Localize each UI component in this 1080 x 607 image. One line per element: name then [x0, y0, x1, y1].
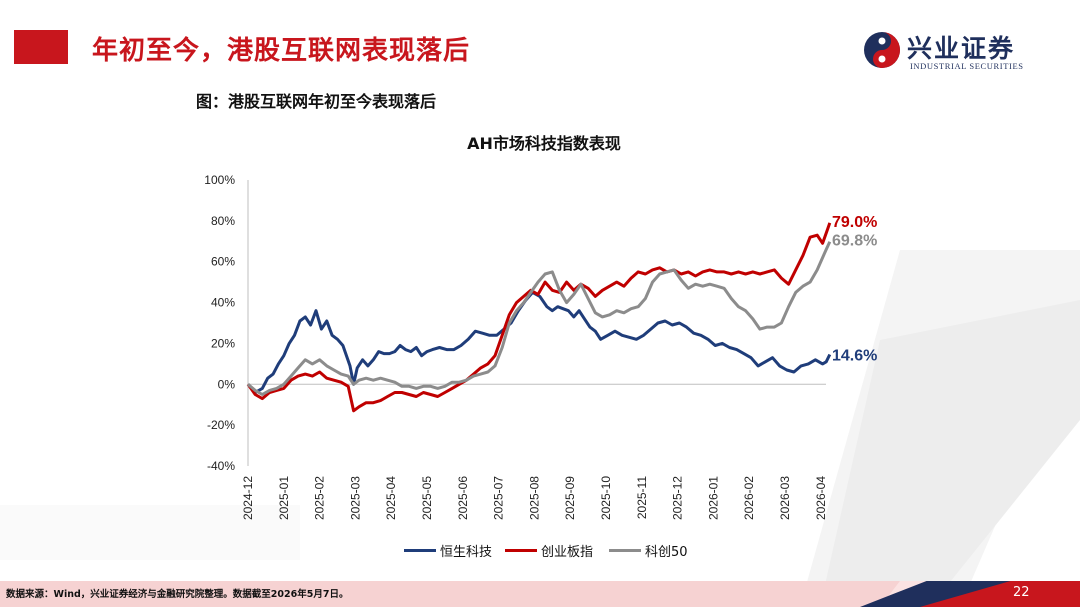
y-tick-label: 60%	[211, 255, 235, 269]
y-tick-label: 0%	[218, 377, 236, 391]
y-tick-label: -20%	[207, 418, 235, 432]
page-title: 年初至今，港股互联网表现落后	[92, 36, 471, 66]
y-tick-label: 80%	[211, 214, 235, 228]
x-tick-label: 2025-06	[456, 476, 470, 520]
y-axis: 100% 80% 60% 40% 20% 0% -20% -40%	[204, 173, 249, 473]
x-tick-label: 2025-08	[527, 476, 541, 520]
y-tick-label: -40%	[207, 459, 235, 473]
x-tick-label: 2026-02	[742, 476, 756, 520]
company-logo: 兴业证券 INDUSTRIAL SECURITIES	[862, 28, 1052, 74]
page-number: 22	[1013, 585, 1030, 600]
end-label: 14.6%	[832, 347, 877, 364]
legend-label: 恒生科技	[440, 544, 493, 560]
logo-emblem-icon	[864, 32, 900, 68]
figure-label: 图：港股互联网年初至今表现落后	[196, 92, 437, 111]
title-accent-block	[14, 30, 68, 64]
chart-title: AH市场科技指数表现	[0, 130, 1080, 154]
y-tick-label: 40%	[211, 296, 235, 310]
legend-item-star50: 科创50	[609, 541, 688, 560]
legend-swatch	[505, 548, 537, 552]
end-label: 79.0%	[832, 214, 877, 231]
chart-legend: 恒生科技 创业板指 科创50	[0, 541, 1080, 561]
x-tick-label: 2025-11	[635, 476, 649, 519]
source-note: 数据来源：Wind，兴业证券经济与金融研究院整理。数据截至2026年5月7日。	[6, 589, 349, 600]
x-tick-label: 2025-05	[420, 476, 434, 520]
end-label: 69.8%	[832, 233, 877, 250]
x-tick-label: 2025-12	[671, 476, 685, 520]
x-tick-label: 2025-09	[563, 476, 577, 520]
legend-item-hstech: 恒生科技	[404, 541, 493, 560]
x-tick-label: 2026-03	[778, 476, 792, 520]
x-axis: 2024-12 2025-01 2025-02 2025-03 2025-04 2025-…	[241, 383, 828, 520]
chart-title-text: AH市场科技指数表现	[467, 134, 621, 153]
series-line-2	[247, 241, 832, 396]
logo-text-cn: 兴业证券	[907, 34, 1016, 63]
legend-label: 科创50	[645, 544, 688, 560]
legend-swatch	[609, 548, 641, 552]
legend-swatch	[404, 548, 436, 552]
x-tick-label: 2025-01	[277, 476, 291, 520]
x-tick-label: 2025-07	[492, 476, 506, 520]
x-tick-label: 2024-12	[241, 476, 255, 520]
x-tick-label: 2026-01	[706, 476, 720, 520]
x-tick-label: 2025-03	[348, 476, 362, 520]
series-line-1	[246, 222, 832, 413]
x-tick-label: 2025-04	[384, 476, 398, 520]
y-tick-label: 100%	[204, 173, 235, 187]
y-tick-label: 20%	[211, 336, 235, 350]
legend-item-chinext: 创业板指	[505, 541, 594, 560]
series-lines	[246, 222, 832, 413]
logo-text-en: INDUSTRIAL SECURITIES	[910, 61, 1024, 71]
legend-label: 创业板指	[541, 544, 594, 560]
x-tick-label: 2025-02	[313, 476, 327, 520]
x-tick-label: 2026-04	[814, 476, 828, 520]
end-labels: 14.6% 79.0% 69.8%	[832, 214, 877, 365]
footer-bar	[0, 581, 1080, 607]
x-tick-label: 2025-10	[599, 476, 613, 520]
